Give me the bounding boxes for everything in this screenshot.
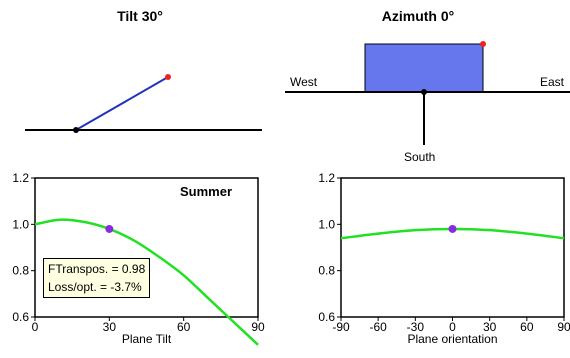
- tilt-plane-line: [75, 76, 169, 131]
- plot-frame: [340, 177, 565, 318]
- info-box: FTranspos. = 0.98 Loss/opt. = -3.7%: [43, 258, 151, 298]
- season-label: Summer: [180, 184, 233, 199]
- azimuth-diagram: West East South: [285, 41, 570, 164]
- y-tick-label: 1.0: [318, 217, 335, 231]
- south-label: South: [404, 150, 435, 164]
- y-tick-label: 0.6: [318, 310, 335, 324]
- y-tick-label: 1.0: [12, 217, 29, 231]
- series-line: [34, 218, 259, 346]
- x-tick-label: 0: [32, 320, 39, 334]
- east-label: East: [540, 75, 565, 89]
- current-value-marker: [105, 224, 114, 233]
- x-tick-label: 90: [251, 320, 265, 334]
- x-tick-label: -90: [332, 320, 350, 334]
- tilt-pivot-dot: [73, 127, 79, 133]
- x-tick-label: 60: [177, 320, 191, 334]
- y-tick-label: 1.2: [12, 171, 29, 185]
- current-value-marker: [448, 224, 457, 233]
- y-tick-label: 0.8: [12, 264, 29, 278]
- x-axis-label: Plane Tilt: [122, 332, 172, 346]
- azimuth-corner-dot: [480, 41, 486, 47]
- x-tick-label: 30: [483, 320, 497, 334]
- x-tick-label: 90: [557, 320, 570, 334]
- ftranspos-text: FTranspos. = 0.98: [48, 262, 146, 276]
- azimuth-title: Azimuth 0°: [381, 8, 455, 24]
- west-label: West: [290, 75, 318, 89]
- x-tick-label: 30: [103, 320, 117, 334]
- x-tick-label: -60: [369, 320, 387, 334]
- tilt-title: Tilt 30°: [117, 8, 163, 24]
- loss-text: Loss/opt. = -3.7%: [48, 280, 142, 294]
- x-tick-label: 60: [520, 320, 534, 334]
- x-tick-label: 0: [449, 320, 456, 334]
- azimuth-center-dot: [421, 89, 427, 95]
- azimuth-plane-rect: [364, 43, 484, 93]
- azimuth-chart: 0.6 0.8 1.0 1.2 -90 -60 -30 0 30 60 90 Plane orient…: [318, 171, 570, 346]
- tilt-diagram: [25, 74, 262, 133]
- y-tick-label: 0.6: [12, 310, 29, 324]
- y-tick-label: 1.2: [318, 171, 335, 185]
- x-axis-label: Plane orientation: [407, 332, 497, 346]
- y-tick-label: 0.8: [318, 264, 335, 278]
- x-tick-label: -30: [407, 320, 425, 334]
- tilt-end-dot: [165, 74, 171, 80]
